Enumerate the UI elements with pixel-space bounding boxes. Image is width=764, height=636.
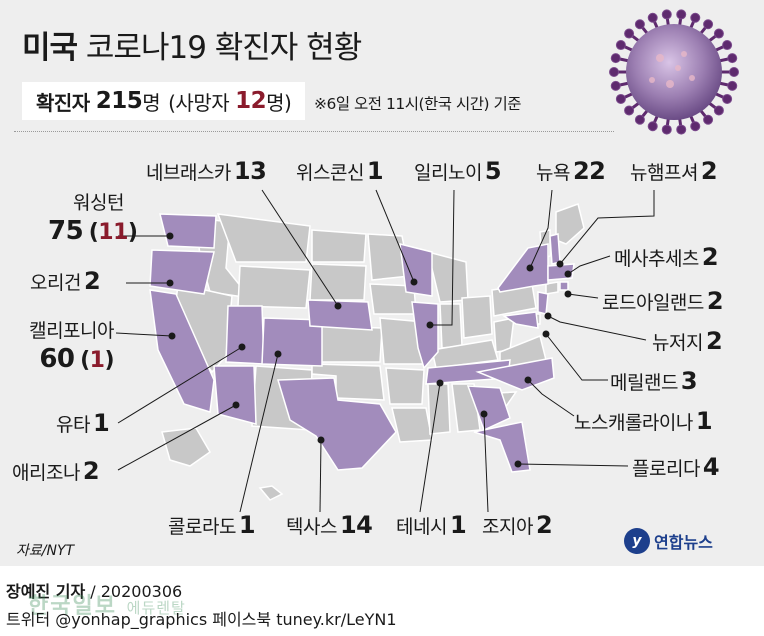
state-florida xyxy=(473,421,531,473)
label-utah: 유타 1 xyxy=(56,409,110,437)
label-new-jersey: 뉴저지 2 xyxy=(652,327,723,355)
state-kentucky xyxy=(431,339,499,369)
leader-california xyxy=(115,332,173,337)
summary-death-count: 12 xyxy=(235,88,267,114)
leader-wisconsin xyxy=(375,189,415,283)
state-louisiana xyxy=(391,407,433,443)
label-illinois: 일리노이 5 xyxy=(414,157,502,185)
label-maryland: 메릴랜드 3 xyxy=(610,367,698,395)
leader-massachusetts xyxy=(567,255,611,275)
summary-label: 확진자 xyxy=(36,90,90,115)
state-wyoming xyxy=(237,265,311,309)
yonhap-logo: y 연합뉴스 xyxy=(624,528,713,554)
coronavirus-icon xyxy=(609,9,739,135)
leader-new-hampshire xyxy=(559,190,655,265)
label-wisconsin: 위스콘신 1 xyxy=(296,157,384,185)
us-map xyxy=(115,189,655,513)
leader-texas xyxy=(319,439,322,513)
label-texas: 텍사스 14 xyxy=(286,511,373,539)
label-oregon: 오리건 2 xyxy=(30,267,101,295)
label-arizona: 애리조나 2 xyxy=(12,457,100,485)
label-new-hampshire: 뉴햄프셔 2 xyxy=(630,157,718,185)
leader-new-jersey xyxy=(547,315,647,341)
state-new-hampshire xyxy=(549,233,561,265)
state-nebraska xyxy=(307,299,373,331)
label-california: 캘리포니아 60 (1) xyxy=(29,320,114,374)
leader-north-carolina xyxy=(527,379,575,417)
state-north-carolina xyxy=(475,357,555,391)
label-rhode-island: 로드아일랜드 2 xyxy=(602,287,724,315)
leader-new-york xyxy=(529,189,553,269)
state-arizona xyxy=(213,365,257,425)
label-tennessee: 테네시 1 xyxy=(396,511,467,539)
page-title: 미국 코로나19 확진자 현황 xyxy=(22,30,362,66)
state-ohio xyxy=(461,295,493,339)
state-new-york xyxy=(497,243,549,293)
state-wisconsin xyxy=(399,243,433,297)
leader-maryland xyxy=(545,333,608,381)
state-alaska xyxy=(161,427,211,467)
label-massachusetts: 메사추세츠 2 xyxy=(614,243,719,271)
label-washington: 워싱턴 75 (11) xyxy=(48,192,138,246)
leader-nebraska xyxy=(261,189,339,307)
leader-florida xyxy=(517,463,629,467)
state-montana xyxy=(216,213,311,263)
state-hawaii xyxy=(258,485,284,501)
label-nebraska: 네브래스카 13 xyxy=(146,157,267,185)
state-arkansas xyxy=(385,367,425,405)
leader-rhode-island xyxy=(567,293,599,299)
social-credit: 트위터 @yonhap_graphics 페이스북 tuney.kr/LeYN1 xyxy=(6,610,397,629)
summary-box: 확진자 215 명 (사망자 12 명) xyxy=(22,82,306,120)
source-note: 자료/NYT xyxy=(16,543,75,559)
state-washington xyxy=(159,213,217,249)
divider xyxy=(14,131,614,132)
state-connecticut xyxy=(545,281,559,295)
state-indiana xyxy=(439,303,463,349)
state-kansas xyxy=(319,325,383,363)
label-georgia: 조지아 2 xyxy=(482,511,553,539)
state-new-jersey xyxy=(537,291,549,315)
leader-colorado xyxy=(239,353,279,513)
state-utah xyxy=(225,305,265,365)
state-oregon xyxy=(149,249,215,295)
leader-utah xyxy=(117,346,243,424)
state-south-dakota xyxy=(309,263,367,301)
label-florida: 플로리다 4 xyxy=(632,453,720,481)
leader-georgia xyxy=(483,413,489,513)
leader-arizona xyxy=(117,404,237,471)
state-texas xyxy=(277,377,397,471)
state-north-dakota xyxy=(311,229,367,263)
label-colorado: 콜로라도 1 xyxy=(168,511,256,539)
summary-count: 215 xyxy=(95,88,143,114)
watermark: 한국일보 에듀렌탈 xyxy=(28,594,186,619)
state-illinois xyxy=(411,301,439,370)
reporter-credit: 장예진 기자 / 20200306 xyxy=(6,582,183,601)
state-rhode-island xyxy=(559,281,569,291)
state-maryland xyxy=(501,311,539,329)
label-north-carolina: 노스캐롤라이나 1 xyxy=(574,407,713,435)
state-georgia xyxy=(466,385,511,432)
state-michigan xyxy=(426,250,469,303)
label-new-york: 뉴욕 22 xyxy=(536,157,606,185)
leader-illinois xyxy=(430,189,455,326)
state-maine xyxy=(555,203,585,245)
state-california xyxy=(149,289,215,413)
yonhap-logo-icon: y xyxy=(624,528,650,554)
timestamp-note: ※6일 오전 11시(한국 시간) 기준 xyxy=(314,95,521,113)
leader-tennessee xyxy=(419,382,441,513)
